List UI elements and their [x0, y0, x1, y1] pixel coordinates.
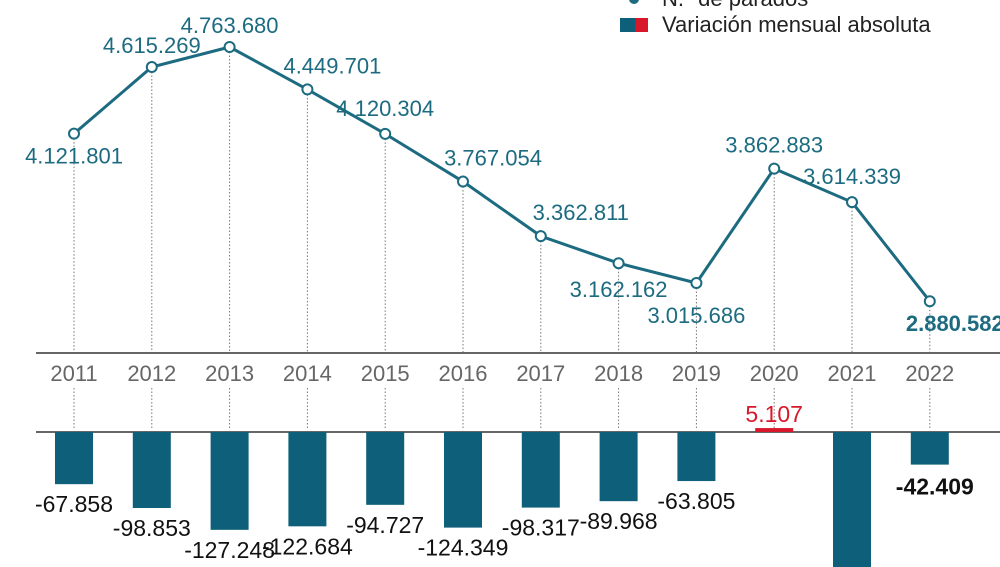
point-value-label: 3.362.811 — [533, 200, 629, 225]
legend-line-marker — [629, 0, 639, 4]
data-point — [457, 175, 469, 188]
bar — [444, 432, 482, 528]
legend: N.º de parados Variación mensual absolut… — [620, 0, 931, 38]
x-tick-label: 2022 — [905, 361, 954, 386]
point-value-label: 2.880.582 — [906, 311, 1000, 336]
point-value-label: 3.862.883 — [725, 133, 823, 158]
data-point — [612, 257, 625, 270]
x-tick-label: 2011 — [50, 361, 97, 386]
legend-bar-swatch — [620, 18, 648, 32]
data-point — [145, 61, 158, 74]
data-point — [379, 127, 392, 140]
x-tick-label: 2012 — [127, 361, 176, 386]
data-point — [301, 83, 314, 96]
bar-value-label: -122.684 — [262, 533, 353, 559]
legend-line-label: N.º de parados — [662, 0, 808, 12]
point-value-label: 4.120.304 — [336, 96, 434, 121]
data-point — [223, 41, 236, 53]
x-tick-label: 2018 — [594, 361, 643, 386]
data-point — [768, 162, 781, 175]
point-value-label: 3.015.686 — [647, 303, 745, 328]
point-value-label: 3.767.054 — [444, 146, 542, 171]
x-tick-label: 2017 — [516, 361, 565, 386]
bar-value-label: -98.853 — [113, 515, 191, 541]
bar — [755, 428, 794, 432]
bar — [599, 432, 638, 502]
bar — [521, 432, 560, 508]
data-point — [846, 196, 858, 209]
bar-value-label: -63.805 — [657, 488, 735, 514]
point-value-label: 4.615.269 — [103, 33, 201, 58]
line-series — [73, 45, 931, 303]
x-tick-label: 2015 — [361, 361, 410, 386]
x-tick-label: 2016 — [439, 361, 488, 386]
point-value-label: 4.449.701 — [283, 53, 381, 78]
bar-value-label: -124.349 — [418, 535, 509, 561]
bar — [55, 432, 93, 485]
bar — [210, 432, 249, 530]
point-value-label: 4.763.680 — [181, 13, 279, 38]
x-tick-label: 2020 — [750, 361, 799, 386]
legend-bar-label: Variación mensual absoluta — [662, 12, 931, 37]
bar — [366, 432, 405, 505]
point-value-label: 3.614.339 — [803, 164, 901, 189]
bar — [910, 432, 949, 465]
legend-item-line: N.º de parados — [620, 0, 931, 12]
x-tick-label: 2019 — [672, 361, 721, 386]
bar-value-label: -94.727 — [346, 512, 424, 538]
bar — [677, 432, 716, 482]
bar-value-label: -127.248 — [184, 537, 275, 563]
data-point — [690, 277, 703, 289]
bar-value-label: 5.107 — [745, 401, 803, 427]
bar — [132, 432, 171, 508]
bar — [288, 432, 327, 527]
point-value-label: 4.121.801 — [25, 144, 123, 169]
bar-value-label: -89.968 — [580, 508, 658, 534]
bar-value-label: -42.409 — [896, 474, 974, 500]
bar — [833, 432, 871, 567]
bar-value-label: -98.317 — [502, 515, 580, 541]
data-point — [534, 230, 547, 243]
x-tick-label: 2021 — [828, 361, 877, 386]
data-point — [68, 127, 80, 140]
x-tick-label: 2013 — [205, 361, 254, 386]
legend-item-bar: Variación mensual absoluta — [620, 12, 931, 38]
data-point — [923, 295, 936, 308]
x-tick-label: 2014 — [283, 361, 332, 386]
bar-value-label: -67.858 — [35, 491, 113, 517]
point-value-label: 3.162.162 — [570, 277, 668, 302]
